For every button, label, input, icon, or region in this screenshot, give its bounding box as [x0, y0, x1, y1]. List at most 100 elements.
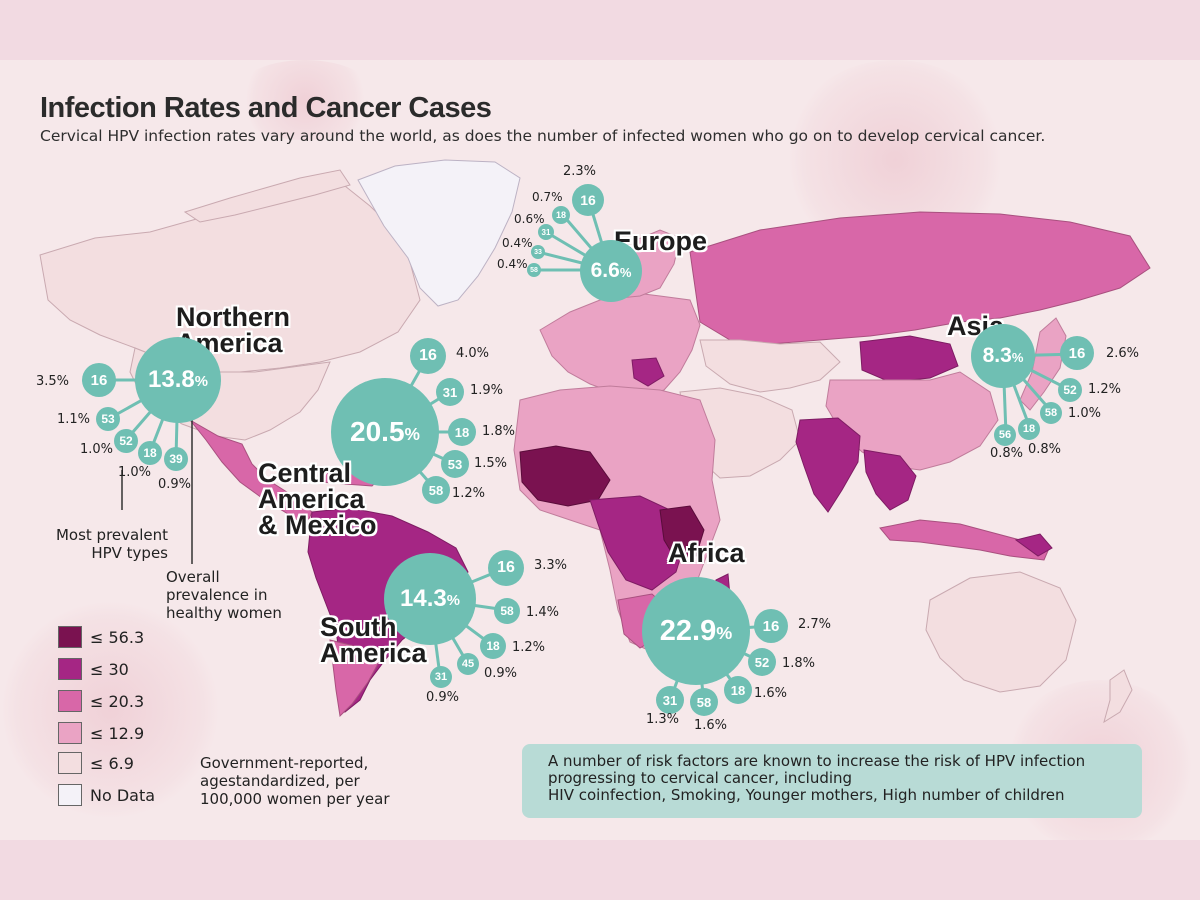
- hpv-type-percent: 3.3%: [534, 558, 568, 573]
- hpv-type-circle: 58: [422, 476, 450, 504]
- hpv-type-circle: 16: [488, 550, 524, 586]
- legend-item: ≤ 12.9: [58, 722, 144, 744]
- hpv-type-percent: 2.3%: [563, 164, 597, 179]
- hpv-type-percent: 0.6%: [514, 212, 545, 226]
- overall-value: 8.3: [982, 344, 1012, 367]
- hpv-type-circle: 58: [1040, 402, 1062, 424]
- hpv-type-circle: 18: [552, 206, 570, 224]
- overall-value: 13.8: [148, 366, 195, 393]
- decorative-virus: [0, 600, 220, 820]
- hpv-type-circle: 53: [96, 407, 120, 431]
- hpv-type-circle: 18: [1018, 418, 1040, 440]
- overall-prevalence-south-america: 14.3%: [384, 553, 476, 645]
- region-label-africa: Africa: [668, 538, 745, 568]
- hpv-type-circle: 58: [527, 263, 541, 277]
- hpv-type-percent: 1.0%: [80, 442, 114, 457]
- southeast-asia: [863, 449, 917, 511]
- central-asia: [699, 339, 841, 393]
- overall-prevalence-asia: 8.3%: [971, 324, 1035, 388]
- annotation-most-prevalent: Most prevalent HPV types: [55, 526, 168, 562]
- hpv-type-percent: 1.2%: [452, 486, 486, 501]
- region-name-line: Central: [258, 458, 352, 488]
- balkans: [631, 357, 665, 387]
- page-subtitle: Cervical HPV infection rates vary around…: [40, 127, 1046, 145]
- hpv-type-percent: 1.8%: [482, 424, 516, 439]
- overall-value: 20.5: [350, 416, 405, 447]
- hpv-type-percent: 1.8%: [782, 656, 816, 671]
- hpv-type-percent: 0.4%: [497, 257, 528, 271]
- region-name-line: & Mexico: [258, 510, 377, 540]
- country-russia[interactable]: [689, 211, 1151, 345]
- hpv-type-percent: 0.9%: [158, 477, 192, 492]
- hpv-type-circle: 31: [538, 224, 554, 240]
- annotation-lines: [121, 410, 193, 564]
- hpv-type-circle: 56: [994, 424, 1016, 446]
- overall-unit: %: [716, 622, 733, 643]
- country-australia[interactable]: [925, 571, 1077, 693]
- hpv-type-percent: 0.8%: [1028, 442, 1062, 457]
- hpv-type-circle: 16: [82, 363, 116, 397]
- region-name-line: South: [320, 612, 397, 642]
- overall-unit: %: [446, 592, 460, 609]
- hpv-type-circle: 52: [1058, 378, 1082, 402]
- risk-factors-intro: A number of risk factors are known to in…: [548, 752, 1086, 787]
- infographic-panel: [0, 60, 1200, 840]
- legend-item: ≤ 6.9: [58, 752, 134, 774]
- hpv-type-percent: 2.7%: [798, 617, 832, 632]
- overall-prevalence-central-america: 20.5%: [331, 378, 439, 486]
- overall-unit: %: [619, 265, 632, 281]
- hpv-type-circle: 18: [448, 418, 476, 446]
- country-india[interactable]: [795, 417, 861, 513]
- legend-note: Government-reported, agestandardized, pe…: [200, 754, 390, 808]
- hpv-type-percent: 1.2%: [1088, 382, 1122, 397]
- legend-swatch: [58, 658, 82, 680]
- hpv-type-circle: 18: [138, 441, 162, 465]
- legend-swatch: [58, 626, 82, 648]
- hpv-type-percent: 0.9%: [426, 690, 460, 705]
- hpv-type-circle: 45: [457, 653, 479, 675]
- overall-value: 6.6: [590, 259, 620, 282]
- region-name-line: Northern: [176, 302, 290, 332]
- overall-unit: %: [194, 373, 208, 390]
- legend-label: No Data: [90, 785, 156, 805]
- hpv-type-circle: 16: [754, 609, 788, 643]
- hpv-type-circle: 52: [114, 429, 138, 453]
- overall-prevalence-europe: 6.6%: [580, 240, 642, 302]
- annotation-overall-prevalence: Overall prevalence in healthy women: [166, 568, 282, 622]
- legend-item: ≤ 56.3: [58, 626, 144, 648]
- legend-label: ≤ 12.9: [90, 723, 145, 743]
- legend-label: ≤ 30: [90, 659, 129, 679]
- hpv-type-circle: 31: [436, 378, 464, 406]
- country-papua-new-guinea[interactable]: [1014, 533, 1053, 557]
- top-band: [0, 0, 1200, 60]
- continent-europe[interactable]: [539, 291, 701, 397]
- hpv-type-circle: 18: [480, 633, 506, 659]
- hpv-type-percent: 1.9%: [470, 383, 504, 398]
- legend-item: ≤ 30: [58, 658, 129, 680]
- bottom-band: [0, 840, 1200, 900]
- hpv-type-percent: 0.8%: [990, 446, 1024, 461]
- country-mongolia[interactable]: [859, 335, 959, 383]
- country-greenland[interactable]: [357, 159, 521, 307]
- country-indonesia[interactable]: [879, 519, 1051, 561]
- legend-item: ≤ 20.3: [58, 690, 144, 712]
- hpv-type-circle: 53: [441, 450, 469, 478]
- hpv-type-percent: 1.3%: [646, 712, 680, 727]
- east-africa: [659, 505, 705, 561]
- region-label-south-america: South America: [320, 612, 427, 667]
- hpv-type-circle: 31: [430, 666, 452, 688]
- legend-swatch: [58, 752, 82, 774]
- country-new-zealand[interactable]: [1103, 669, 1133, 724]
- hpv-type-percent: 1.2%: [512, 640, 546, 655]
- risk-factors-list: HIV coinfection, Smoking, Younger mother…: [548, 786, 1065, 804]
- legend-label: ≤ 56.3: [90, 627, 145, 647]
- overall-prevalence-northern-america: 13.8%: [135, 337, 221, 423]
- hpv-type-circle: 16: [572, 184, 604, 216]
- hpv-type-percent: 1.0%: [1068, 406, 1102, 421]
- hpv-type-circle: 52: [748, 648, 776, 676]
- country-mexico[interactable]: [189, 419, 313, 527]
- hpv-type-percent: 1.0%: [118, 465, 152, 480]
- southern-cone: [329, 639, 381, 718]
- hpv-type-percent: 0.4%: [502, 236, 533, 250]
